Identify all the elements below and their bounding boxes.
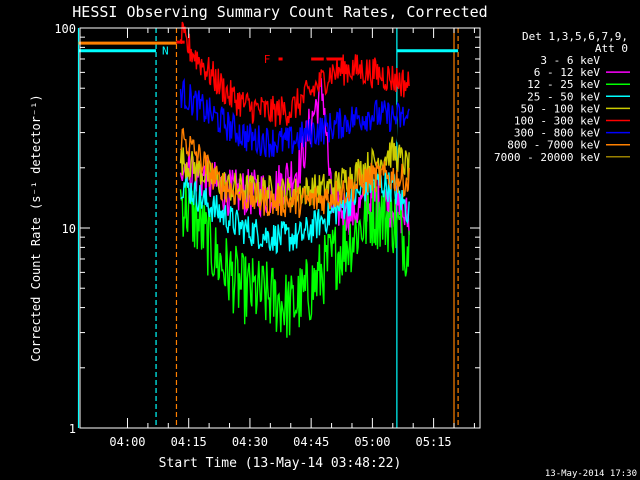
y-axis-label: Corrected Count Rate (s⁻¹ detector⁻¹) [29, 94, 43, 361]
x-tick-label: 05:15 [416, 435, 452, 449]
x-tick-label: 04:45 [293, 435, 329, 449]
legend-label: 25 - 50 keV [527, 90, 600, 103]
footer-date: 13-May-2014 17:30 [545, 469, 637, 479]
series-line-3 [180, 170, 410, 255]
chart-title: HESSI Observing Summary Count Rates, Cor… [72, 3, 487, 21]
legend-label: 800 - 7000 keV [507, 139, 600, 152]
series-line-7 [179, 127, 410, 218]
legend-label: 7000 - 20000 keV [494, 151, 600, 164]
y-tick-label: 100 [54, 22, 76, 36]
series-line-6 [179, 77, 410, 158]
series-line-2 [179, 181, 410, 338]
legend-label: 100 - 300 keV [514, 115, 600, 128]
x-tick-label: 04:00 [109, 435, 145, 449]
plot-frame [79, 27, 481, 429]
legend-label: 6 - 12 keV [534, 66, 601, 79]
legend-label: 50 - 100 keV [521, 102, 601, 115]
y-tick-label: 1 [69, 422, 76, 436]
legend-label: 300 - 800 keV [514, 127, 600, 140]
annotation-n: N [162, 45, 169, 58]
series-line-5 [179, 21, 410, 127]
x-axis-label: Start Time (13-May-14 03:48:22) [159, 456, 402, 471]
annotation-f: F [264, 53, 271, 66]
x-tick-label: 05:00 [354, 435, 390, 449]
legend-header-line2: Att 0 [595, 42, 628, 55]
legend-label: 3 - 6 keV [540, 54, 600, 67]
legend-header-line1: Det 1,3,5,6,7,9, [522, 30, 628, 43]
y-tick-label: 10 [62, 222, 76, 236]
x-tick-label: 04:30 [232, 435, 268, 449]
legend-label: 12 - 25 keV [527, 78, 600, 91]
x-tick-label: 04:15 [171, 435, 207, 449]
